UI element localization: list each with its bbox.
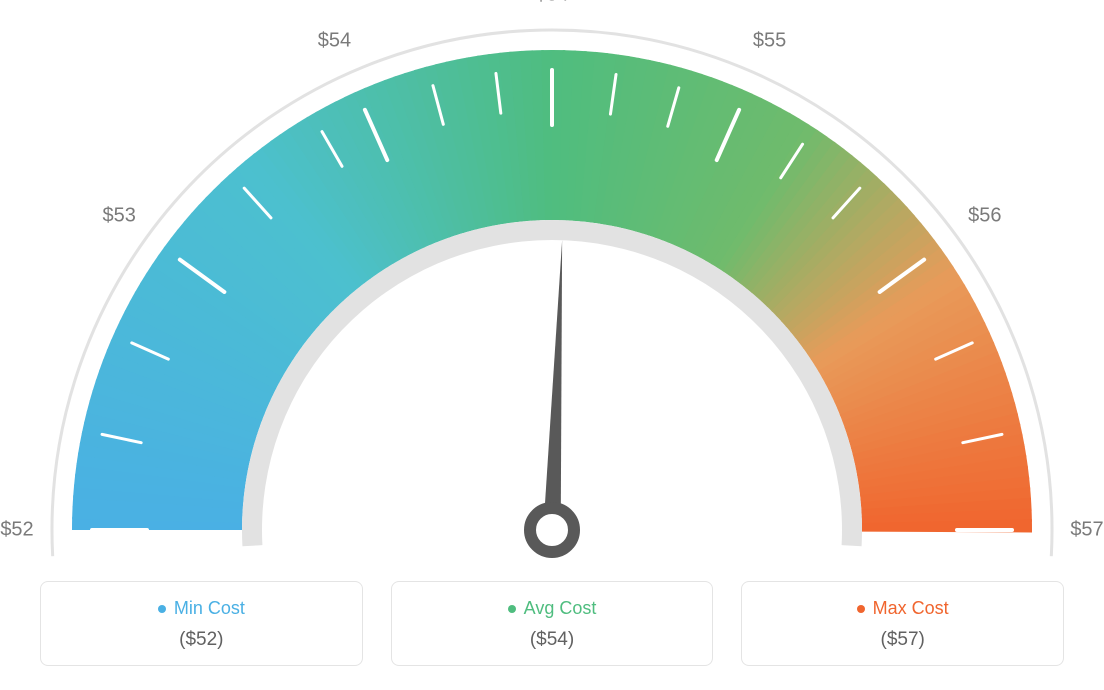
legend-dot-min xyxy=(158,605,166,613)
gauge-axis-label: $52 xyxy=(0,519,33,542)
legend-value-avg: ($54) xyxy=(402,629,703,651)
legend-card-avg: Avg Cost ($54) xyxy=(391,581,714,666)
gauge-axis-label: $53 xyxy=(102,204,135,227)
gauge-axis-label: $54 xyxy=(318,30,351,53)
legend-value-max: ($57) xyxy=(752,629,1053,651)
legend-row: Min Cost ($52) Avg Cost ($54) Max Cost (… xyxy=(40,581,1064,666)
legend-title-max: Max Cost xyxy=(873,598,949,619)
legend-card-max: Max Cost ($57) xyxy=(741,581,1064,666)
legend-title-avg: Avg Cost xyxy=(524,598,597,619)
legend-title-min: Min Cost xyxy=(174,598,245,619)
gauge-chart: $52 $53 $54 $54 $55 $56 $57 xyxy=(0,0,1104,570)
legend-card-min: Min Cost ($52) xyxy=(40,581,363,666)
legend-dot-avg xyxy=(508,605,516,613)
legend-dot-max xyxy=(857,605,865,613)
legend-value-min: ($52) xyxy=(51,629,352,651)
gauge-axis-label: $54 xyxy=(535,0,568,7)
chart-container: $52 $53 $54 $54 $55 $56 $57 Min Cost ($52) Avg… xyxy=(0,0,1104,690)
gauge-axis-label: $56 xyxy=(968,204,1001,227)
gauge-axis-label: $55 xyxy=(753,30,786,53)
gauge-axis-label: $57 xyxy=(1070,519,1103,542)
